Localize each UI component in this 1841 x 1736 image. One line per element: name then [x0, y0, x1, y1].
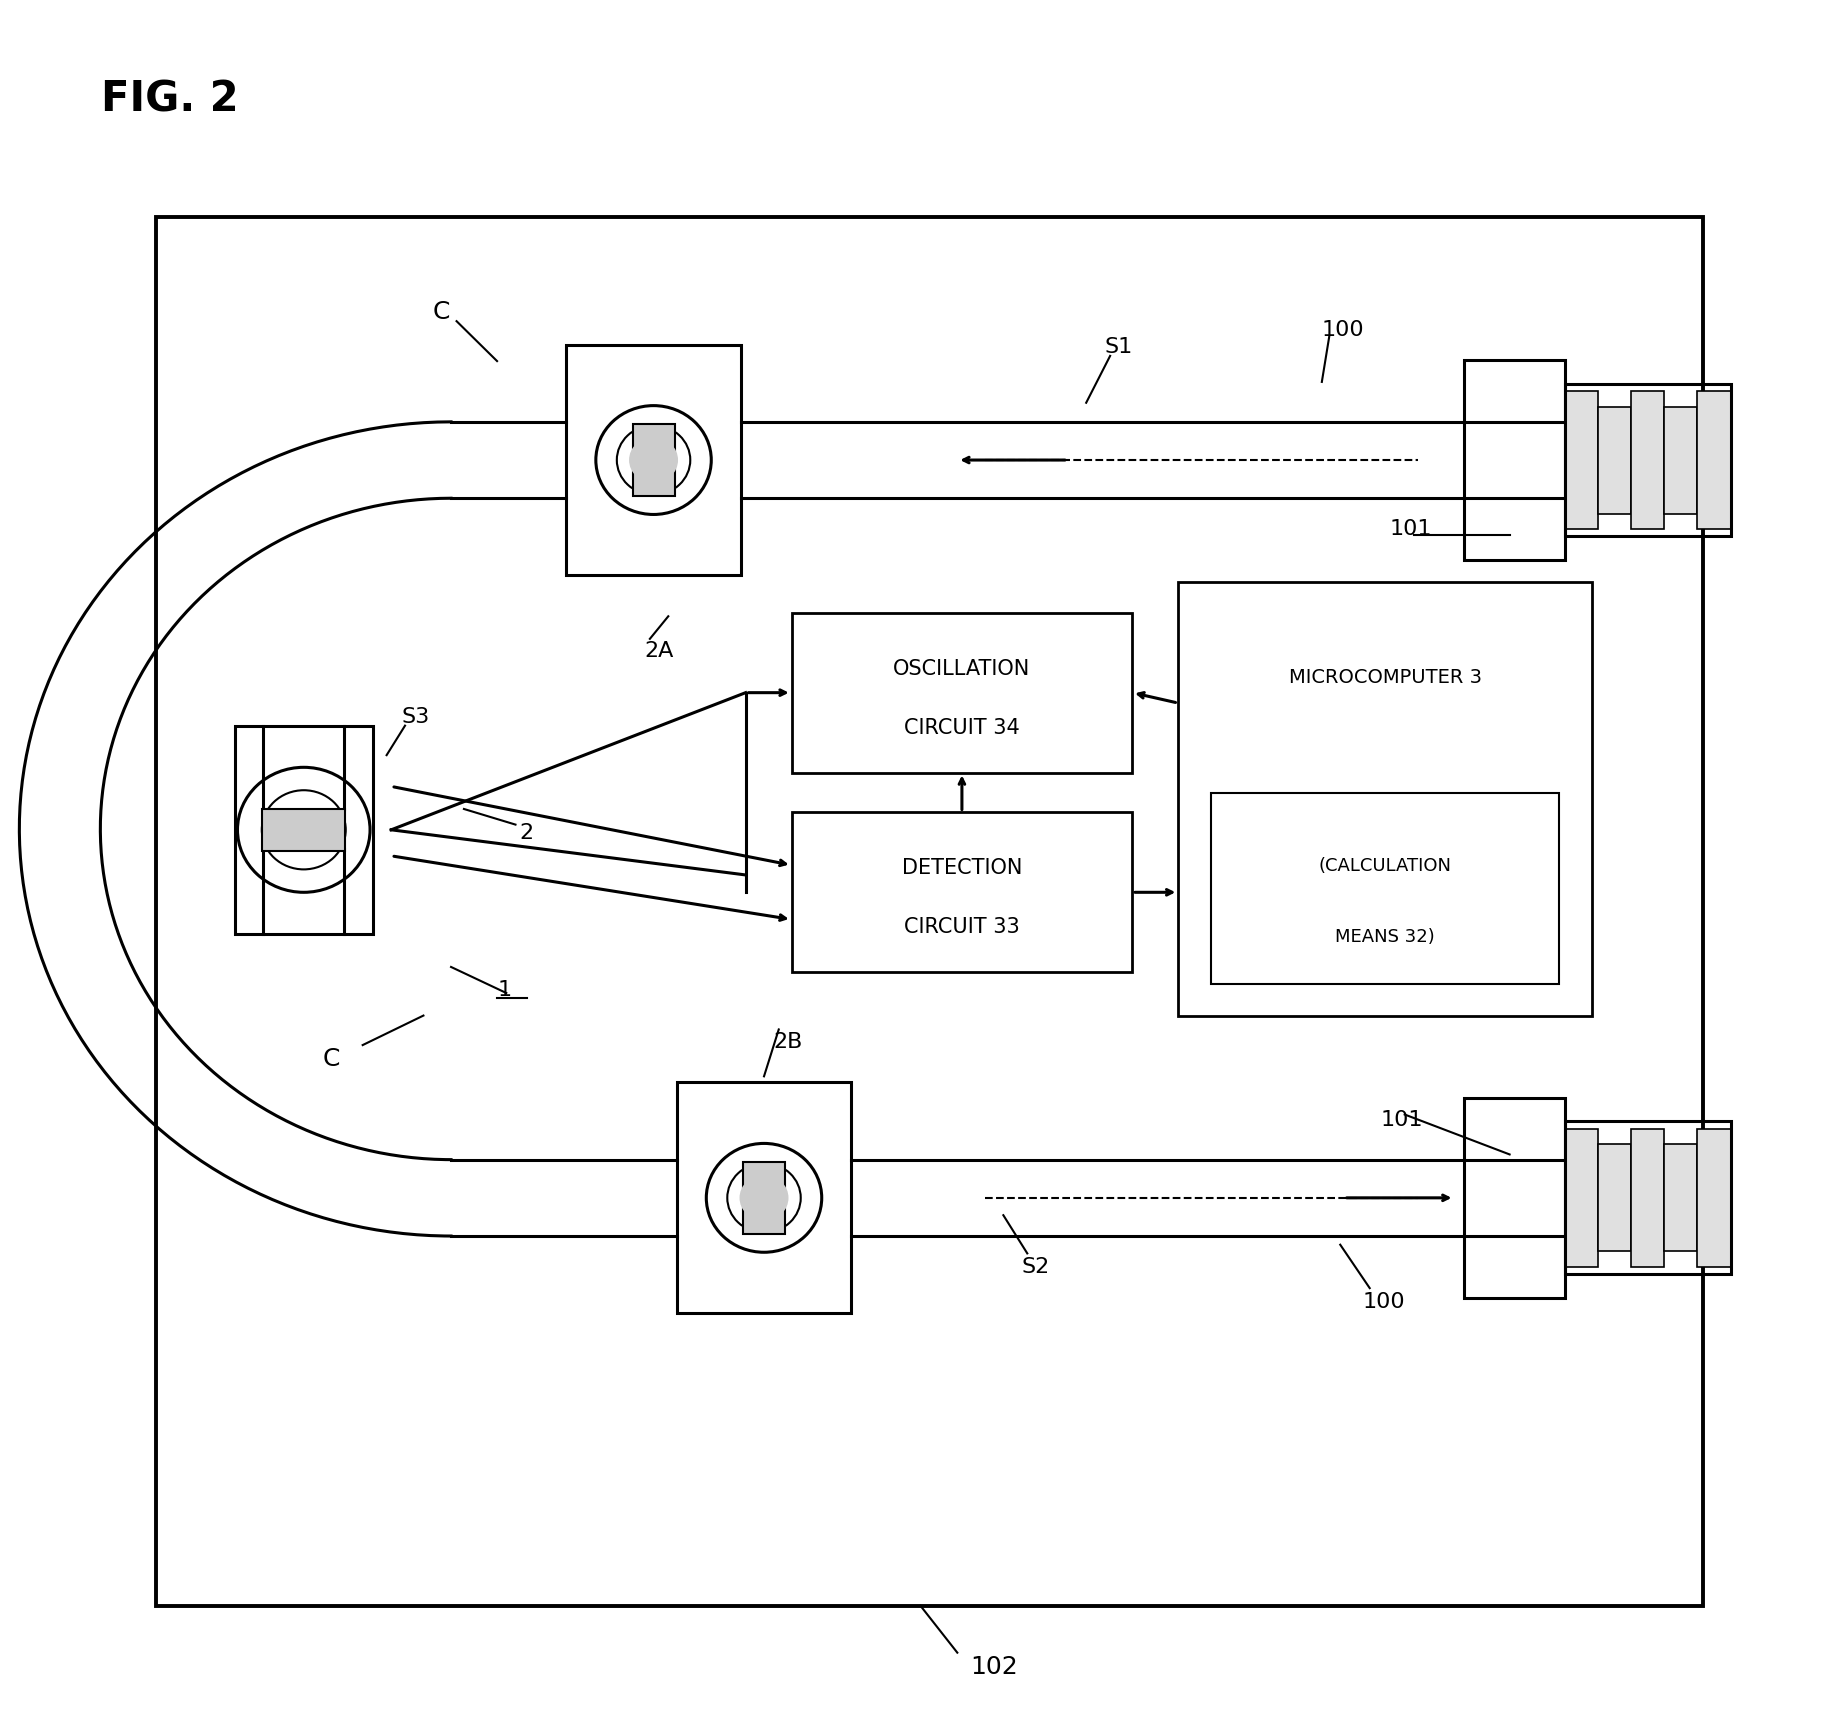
Bar — [744, 1161, 784, 1234]
Bar — [263, 809, 344, 851]
Bar — [1598, 1144, 1631, 1252]
Text: C: C — [433, 300, 449, 325]
Text: S1: S1 — [1105, 337, 1132, 358]
Text: CIRCUIT 34: CIRCUIT 34 — [904, 717, 1020, 738]
Text: OSCILLATION: OSCILLATION — [893, 658, 1031, 679]
Bar — [1565, 384, 1731, 536]
Text: S3: S3 — [401, 707, 429, 727]
Text: 101: 101 — [1390, 519, 1432, 540]
Bar — [676, 1083, 851, 1312]
Bar — [792, 812, 1132, 972]
Text: 100: 100 — [1322, 319, 1364, 340]
Bar — [792, 613, 1132, 773]
Text: 2B: 2B — [773, 1031, 803, 1052]
Bar — [1464, 361, 1565, 561]
Bar — [156, 217, 1703, 1606]
Bar — [1565, 391, 1598, 529]
Text: C: C — [322, 1047, 339, 1071]
Bar — [1697, 1128, 1731, 1267]
Text: FIG. 2: FIG. 2 — [101, 78, 239, 120]
Text: DETECTION: DETECTION — [902, 858, 1022, 878]
Bar — [236, 726, 372, 934]
Text: (CALCULATION: (CALCULATION — [1318, 858, 1453, 875]
Bar — [1664, 1144, 1697, 1252]
Circle shape — [630, 437, 677, 483]
Text: CIRCUIT 33: CIRCUIT 33 — [904, 917, 1020, 937]
Text: 2A: 2A — [644, 641, 674, 661]
Bar — [1178, 582, 1592, 1016]
Text: 2: 2 — [519, 823, 534, 844]
Bar — [633, 424, 674, 496]
Bar — [1565, 1121, 1731, 1274]
Circle shape — [740, 1175, 788, 1220]
Bar — [1664, 406, 1697, 514]
Bar — [565, 344, 740, 575]
Text: 1: 1 — [497, 979, 512, 1000]
Bar — [1565, 1128, 1598, 1267]
Text: MICROCOMPUTER 3: MICROCOMPUTER 3 — [1289, 668, 1482, 686]
Bar — [1211, 793, 1559, 984]
Bar — [1598, 406, 1631, 514]
Bar — [1464, 1099, 1565, 1299]
Text: 100: 100 — [1362, 1292, 1405, 1312]
Bar — [1631, 391, 1664, 529]
Text: 102: 102 — [970, 1654, 1018, 1679]
Bar — [1697, 391, 1731, 529]
Text: S2: S2 — [1022, 1257, 1049, 1278]
Text: 101: 101 — [1381, 1109, 1423, 1130]
Bar — [1631, 1128, 1664, 1267]
Text: MEANS 32): MEANS 32) — [1335, 927, 1436, 946]
